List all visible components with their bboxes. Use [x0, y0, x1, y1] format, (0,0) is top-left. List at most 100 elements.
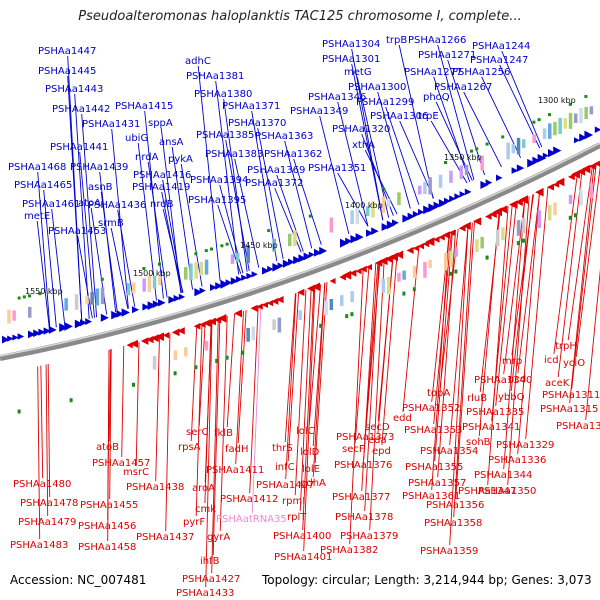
cog-block-plus — [563, 118, 568, 129]
gc-skew-mark — [412, 287, 416, 292]
cog-block-minus — [537, 210, 542, 229]
cog-block-minus — [329, 299, 334, 311]
minus-gene-callout — [155, 336, 160, 482]
cog-block-plus — [584, 106, 588, 120]
minus-gene-label: PSHAa1457 — [92, 458, 150, 469]
cog-block-minus — [501, 227, 505, 241]
plus-strand-arrow — [142, 303, 150, 311]
minus-gene-callout — [361, 263, 377, 492]
plus-gene-label: PSHAa1385 — [196, 130, 254, 141]
minus-gene-callout — [369, 259, 385, 531]
minus-gene-label: mrp — [502, 356, 522, 367]
plus-strand-arrow — [225, 279, 233, 287]
plus-strand-arrow — [485, 179, 493, 186]
gc-skew-mark — [210, 247, 213, 251]
plus-strand-arrow — [340, 238, 349, 248]
minus-gene-callout — [557, 170, 583, 378]
plus-gene-label: phoQ — [423, 92, 450, 103]
plus-strand-arrow — [236, 276, 243, 283]
kbp-tick-label: 1350 kbp — [444, 153, 482, 162]
plus-strand-arrow — [574, 137, 581, 144]
gc-skew-mark — [522, 238, 525, 243]
minus-gene-callout — [449, 224, 469, 446]
feature-tracks — [2, 94, 600, 414]
minus-gene-callout — [37, 366, 41, 540]
plus-gene-callout — [251, 110, 278, 262]
plus-gene-label: PSHAa1300 — [348, 82, 406, 93]
plus-strand-arrow — [412, 210, 420, 218]
plus-strand-arrow — [230, 277, 239, 285]
minus-strand-arrow — [593, 160, 600, 167]
plus-strand-arrow — [262, 267, 270, 275]
plus-gene-callout — [234, 158, 260, 268]
plus-strand-arrow — [17, 333, 25, 340]
gc-skew-mark — [132, 382, 135, 387]
plus-strand-arrow — [147, 301, 157, 310]
cog-block-plus — [329, 217, 334, 233]
plus-strand-arrow — [43, 327, 52, 335]
minus-gene-callout — [287, 292, 300, 462]
plus-gene-label: PSHAa1415 — [115, 101, 173, 112]
minus-gene-label: PSHAa1361 — [402, 491, 460, 502]
minus-strand-arrow — [485, 213, 492, 220]
plus-gene-callout — [74, 93, 90, 320]
plus-strand-arrow — [308, 251, 315, 258]
minus-gene-callout — [455, 221, 475, 500]
plus-gene-label: PSHAa1371 — [222, 101, 280, 112]
cog-block-plus — [381, 196, 386, 214]
cog-block-plus — [64, 298, 68, 311]
plus-gene-label: PSHAa1271 — [418, 50, 476, 61]
gc-skew-mark — [449, 271, 453, 276]
plus-gene-label: PSHAa1443 — [45, 84, 103, 95]
cog-block-minus — [475, 239, 479, 253]
cog-block-minus — [454, 248, 458, 257]
minus-strand-arrow — [261, 301, 268, 308]
plus-gene-callout — [43, 189, 57, 328]
plus-strand-arrow — [277, 262, 284, 269]
plus-strand-arrow — [74, 319, 84, 329]
plus-gene-label: atoA — [78, 198, 101, 209]
kbp-tick-label: 1400 kbp — [345, 201, 383, 210]
minus-gene-callout — [575, 165, 600, 358]
minus-gene-callout — [235, 310, 244, 465]
gc-skew-mark — [454, 269, 458, 274]
plus-gene-label: PSHAa1351 — [308, 163, 366, 174]
minus-gene-label: PSHAa1358 — [424, 518, 482, 529]
minus-gene-callout — [294, 289, 307, 496]
plus-strand-arrow — [251, 271, 258, 278]
minus-gene-callout — [204, 321, 212, 504]
minus-gene-callout — [354, 265, 370, 444]
plus-gene-label: PSHAa1381 — [186, 71, 244, 82]
gc-skew-mark — [158, 262, 161, 266]
backbone-ring — [0, 142, 600, 361]
minus-strand-arrow — [473, 217, 482, 226]
gc-skew-mark — [485, 142, 489, 146]
plus-gene-label: srmB — [98, 218, 124, 229]
minus-gene-callout — [121, 345, 125, 458]
backbone-highlight — [0, 142, 600, 357]
minus-gene-label: PSHAa1455 — [80, 500, 138, 511]
plus-strand-arrow — [449, 195, 456, 203]
cog-block-minus — [152, 356, 157, 370]
gc-skew-mark — [516, 241, 520, 246]
cog-block-plus — [366, 206, 370, 217]
minus-gene-label: PSHAa1347 — [458, 486, 516, 497]
minus-strand-arrow — [438, 234, 445, 241]
plus-strand-arrow — [215, 282, 223, 290]
plus-strand-arrow — [282, 259, 292, 268]
plus-gene-label: pykA — [168, 154, 193, 165]
plus-gene-label: PSHAa1441 — [50, 142, 108, 153]
minus-gene-callout — [45, 364, 49, 517]
plus-strand-arrow — [594, 126, 600, 133]
gc-skew-mark — [22, 295, 26, 299]
minus-gene-callout — [237, 310, 247, 444]
minus-gene-label: PSHAa1315 — [540, 404, 598, 415]
cog-block-minus — [579, 189, 583, 206]
gc-skew-mark — [28, 294, 31, 298]
plus-strand-arrow — [407, 212, 416, 221]
plus-gene-label: PSHAa1431 — [82, 119, 140, 130]
minus-gene-label: PSHAa1379 — [340, 531, 398, 542]
plus-gene-callout — [356, 76, 390, 218]
minus-gene-label: PSHAa1458 — [78, 542, 136, 553]
minus-gene-callout — [437, 229, 457, 478]
